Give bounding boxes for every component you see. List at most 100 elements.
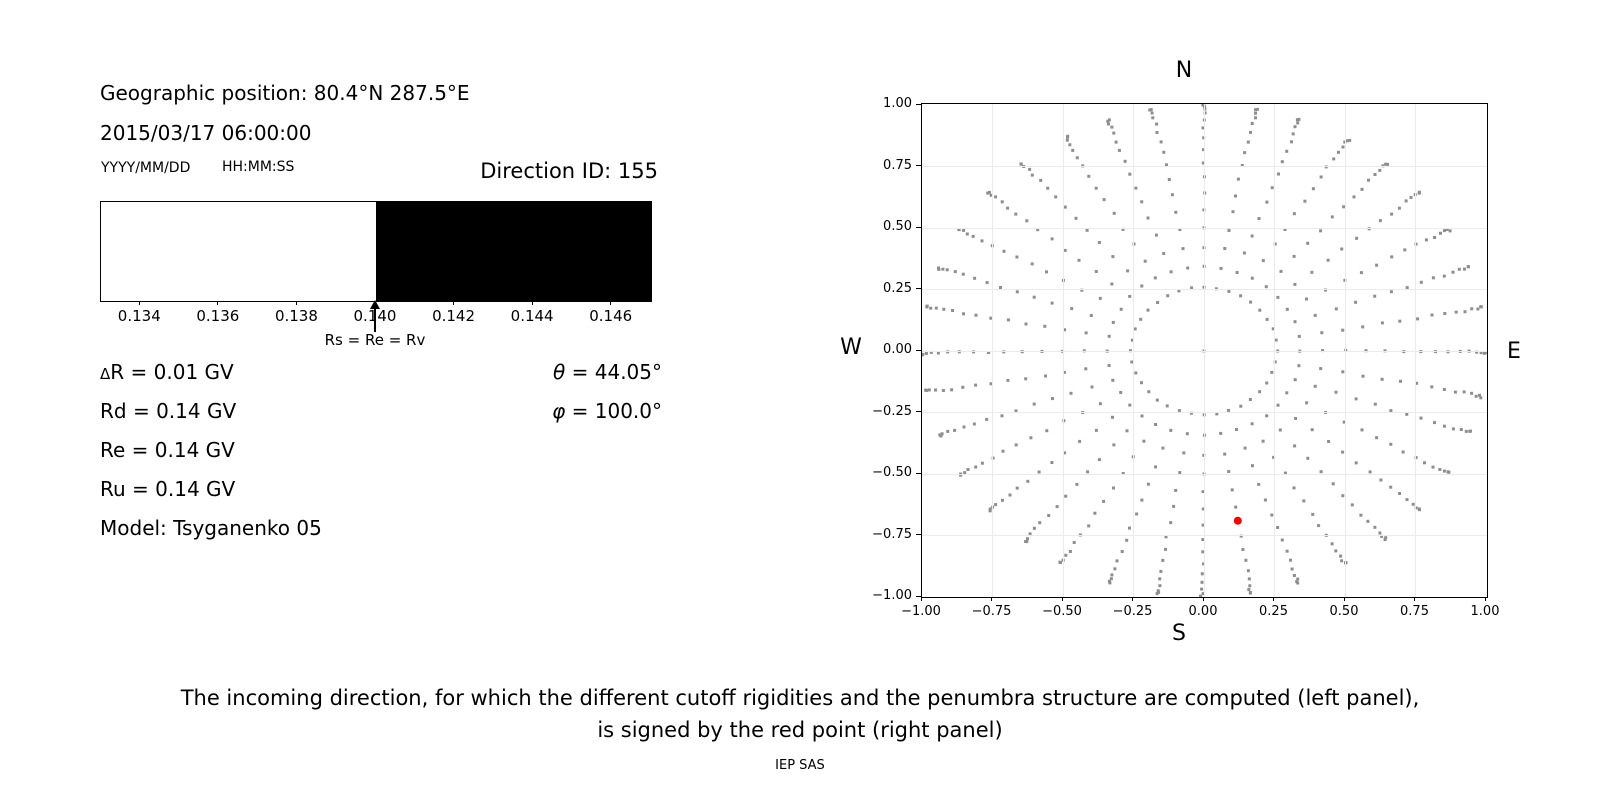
scatter-dot <box>963 471 967 475</box>
scatter-dot <box>1063 248 1067 252</box>
scatter-dot <box>1339 554 1343 558</box>
scatter-dot <box>1341 145 1345 149</box>
time-format-label: HH:MM:SS <box>222 159 295 175</box>
scatter-dot <box>1263 498 1267 502</box>
scatter-dot <box>1350 503 1354 507</box>
scatter-dot <box>1389 409 1393 413</box>
scatter-dot <box>966 468 970 471</box>
scatter-dot <box>1404 199 1408 203</box>
gridline <box>1415 104 1416 597</box>
scatter-dot <box>953 428 957 432</box>
scatter-dot <box>1236 177 1240 181</box>
scatter-dot <box>1283 228 1287 231</box>
scatter-dot <box>1223 452 1227 456</box>
scatter-dot <box>1155 131 1159 134</box>
scatter-dot <box>1348 138 1352 142</box>
scatter-dot <box>1463 267 1466 271</box>
theta-value: = 44.05° <box>565 360 662 384</box>
scatter-dot <box>1373 173 1377 176</box>
scatter-dot <box>1464 429 1468 433</box>
scatter-dot <box>1445 228 1449 231</box>
scatter-dot <box>1140 284 1144 288</box>
x-axis-tick <box>1343 597 1345 601</box>
scatter-dot <box>1121 227 1125 231</box>
scatter-dot <box>1084 331 1088 335</box>
scatter-dot <box>1409 195 1413 199</box>
scatter-dot <box>1438 468 1442 471</box>
scatter-dot <box>1433 421 1436 425</box>
scatter-dot <box>1119 391 1123 394</box>
scatter-dot <box>1125 538 1129 542</box>
scatter-dot <box>1434 350 1437 354</box>
scatter-dot <box>1361 374 1365 378</box>
scatter-dot <box>1243 151 1247 155</box>
scatter-dot <box>934 388 937 392</box>
scatter-dot <box>1470 391 1474 395</box>
scatter-dot <box>927 388 931 392</box>
scatter-dot <box>1111 320 1115 324</box>
scatter-dot <box>1462 390 1466 394</box>
scatter-dot <box>1064 494 1068 498</box>
penumbra-axis-tick <box>610 301 612 305</box>
scatter-dot <box>985 281 989 285</box>
scatter-dot <box>1248 591 1252 595</box>
scatter-dot <box>1414 242 1418 246</box>
scatter-dot <box>1379 478 1383 482</box>
scatter-dot <box>1283 471 1287 475</box>
scatter-dot <box>1114 140 1118 144</box>
scatter-dot <box>1190 286 1194 290</box>
scatter-dot <box>1089 314 1093 317</box>
scatter-dot <box>1055 505 1059 509</box>
credit-text: IEP SAS <box>775 758 825 773</box>
y-axis-tick <box>916 411 921 412</box>
caption-line-2: is signed by the red point (right panel) <box>597 718 1003 742</box>
scatter-dot <box>1063 451 1067 455</box>
scatter-dot <box>1442 424 1446 428</box>
scatter-dot <box>1084 367 1088 371</box>
scatter-dot <box>1443 312 1447 315</box>
scatter-dot <box>941 389 945 392</box>
scatter-dot <box>1026 479 1030 483</box>
scatter-dot <box>1215 412 1219 416</box>
scatter-dot <box>1006 318 1010 322</box>
scatter-dot <box>940 432 944 436</box>
scatter-dot <box>1326 258 1330 262</box>
scatter-dot <box>1019 162 1023 166</box>
scatter-dot <box>1015 486 1019 490</box>
scatter-dot <box>1162 252 1166 255</box>
scatter-dot <box>1337 150 1340 154</box>
scatter-dot <box>1029 436 1033 440</box>
scatter-dot <box>1270 186 1274 190</box>
scatter-dot <box>1071 148 1075 152</box>
scatter-dot <box>1310 428 1314 432</box>
scatter-dot <box>1293 282 1297 286</box>
scatter-dot <box>1158 584 1162 588</box>
y-axis-tick <box>916 103 921 105</box>
penumbra-axis-tick <box>138 301 140 305</box>
scatter-dot <box>1305 401 1309 405</box>
scatter-dot <box>1235 271 1239 274</box>
phi-row: φ = 100.0° <box>450 400 662 423</box>
y-axis-tick <box>916 349 921 351</box>
scatter-dot <box>1043 324 1047 328</box>
scatter-dot <box>1098 402 1102 406</box>
scatter-dot <box>1054 195 1058 199</box>
scatter-dot <box>1239 534 1243 538</box>
scatter-dot <box>1165 404 1169 408</box>
scatter-dot <box>1470 307 1474 311</box>
scatter-dot <box>1448 229 1452 233</box>
scatter-dot <box>1085 228 1089 232</box>
scatter-dot <box>1045 270 1048 274</box>
scatter-dot <box>1373 402 1377 406</box>
scatter-dot <box>1093 511 1097 515</box>
scatter-dot <box>987 351 991 354</box>
scatter-dot <box>1178 471 1182 475</box>
y-axis-tick <box>916 472 921 474</box>
scatter-dot <box>1203 104 1206 108</box>
x-axis-tick-label: −1.00 <box>901 604 941 619</box>
scatter-dot <box>1201 126 1205 130</box>
scatter-dot <box>1244 558 1248 562</box>
y-axis-tick-label: −0.25 <box>872 403 912 419</box>
scatter-dot <box>1214 287 1218 291</box>
scatter-dot <box>934 306 938 310</box>
